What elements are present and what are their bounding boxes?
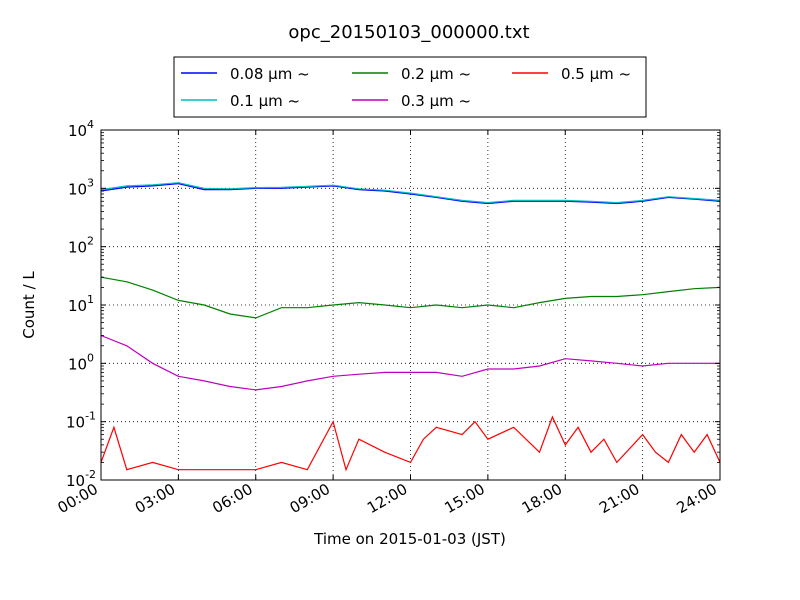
y-tick-exponent: 4 (87, 118, 94, 131)
x-tick-labels: 00:00 03:00 06:00 09:00 12:00 15:00 18:00 21:00… (55, 480, 720, 517)
y-tick-base: 10 (68, 239, 87, 257)
y-tick-label: 100 (68, 351, 94, 373)
y-tick-base: 10 (68, 297, 87, 315)
y-tick-label: 102 (68, 235, 94, 257)
legend-label-4: 0.5 μm ~ (561, 65, 631, 83)
y-axis-label: Count / L (20, 271, 38, 339)
legend-frame (173, 56, 647, 118)
legend: 0.08 μm ~ 0.1 μm ~ 0.2 μm ~ 0.3 μm ~ 0.5 μm … (173, 56, 647, 118)
y-tick-exponent: -2 (85, 468, 96, 481)
x-tick-label: 06:00 (209, 480, 255, 517)
legend-label-2: 0.2 μm ~ (401, 65, 471, 83)
y-tick-label: 103 (68, 176, 94, 198)
y-tick-label: 10-2 (66, 468, 96, 490)
legend-label-0: 0.08 μm ~ (230, 65, 310, 83)
legend-label-1: 0.1 μm ~ (230, 92, 300, 110)
y-tick-base: 10 (66, 472, 85, 490)
y-tick-exponent: 1 (87, 293, 94, 306)
x-tick-label: 15:00 (441, 480, 487, 517)
y-tick-base: 10 (68, 180, 87, 198)
x-tick-label: 24:00 (674, 480, 720, 517)
y-tick-exponent: -1 (85, 410, 96, 423)
y-tick-exponent: 3 (87, 176, 94, 189)
y-tick-base: 10 (68, 355, 87, 373)
x-tick-label: 03:00 (132, 480, 178, 517)
x-tick-label: 09:00 (287, 480, 333, 517)
series-line-2 (100, 276, 721, 319)
y-tick-base: 10 (66, 414, 85, 432)
series-group (100, 182, 721, 472)
y-tick-label: 104 (68, 118, 94, 140)
x-tick-label: 12:00 (364, 480, 410, 517)
chart-title: opc_20150103_000000.txt (288, 22, 529, 43)
ticks (100, 129, 721, 481)
series-line-0 (100, 183, 721, 205)
y-tick-exponent: 0 (87, 351, 94, 364)
series-line-3 (100, 334, 720, 391)
y-tick-base: 10 (68, 122, 87, 140)
x-tick-label: 21:00 (596, 480, 642, 517)
y-tick-label: 101 (68, 293, 94, 315)
y-tick-exponent: 2 (87, 235, 94, 248)
legend-label-3: 0.3 μm ~ (401, 92, 471, 110)
x-tick-label: 18:00 (519, 480, 565, 517)
series-line-4 (100, 415, 721, 472)
x-axis-label: Time on 2015-01-03 (JST) (313, 530, 506, 548)
series-line-1 (100, 182, 721, 204)
y-tick-label: 10-1 (66, 410, 96, 432)
